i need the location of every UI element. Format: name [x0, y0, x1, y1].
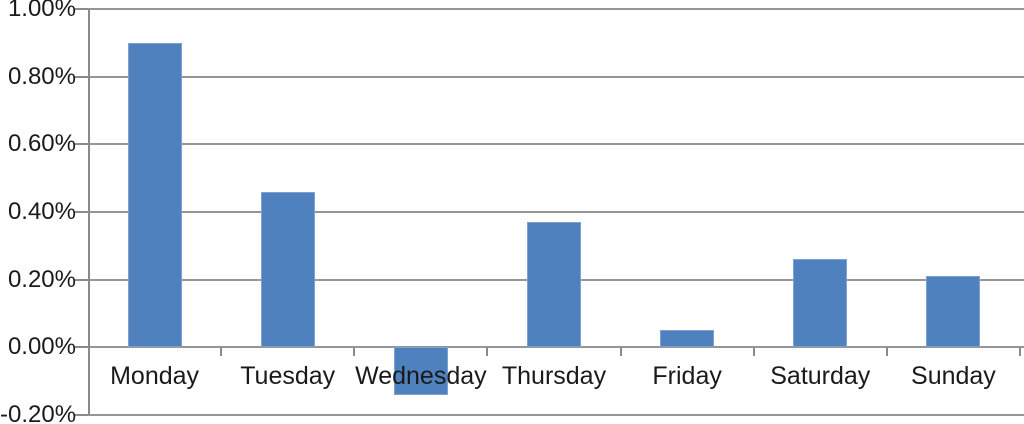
y-axis-line — [88, 9, 90, 415]
y-axis-tick-label: -0.20% — [0, 401, 77, 424]
x-axis-category-label: Tuesday — [240, 362, 336, 391]
gridline — [88, 414, 1024, 416]
x-axis-category-label: Friday — [652, 362, 722, 391]
bar-wednesday — [393, 347, 448, 395]
y-axis-tick-label: 0.60% — [7, 130, 76, 158]
gridline — [88, 143, 1024, 146]
x-axis-tick-mark — [353, 347, 356, 357]
x-axis-category-label: Thursday — [501, 362, 607, 391]
y-axis-tick-mark — [75, 75, 88, 78]
y-axis-tick-mark — [75, 346, 88, 349]
y-axis-tick-label: 0.00% — [7, 333, 76, 361]
x-axis-tick-mark — [752, 347, 755, 357]
gridline — [88, 8, 1024, 10]
bar-tuesday — [260, 191, 315, 348]
bar-thursday — [527, 222, 581, 348]
gridline — [88, 75, 1024, 78]
gridline — [88, 211, 1024, 213]
bar-saturday — [793, 259, 848, 348]
bar-monday — [127, 42, 182, 348]
y-axis-tick-label: 0.80% — [7, 62, 76, 90]
y-axis-tick-label: 0.40% — [7, 198, 76, 225]
y-axis-tick-mark — [75, 211, 88, 213]
y-axis-tick-mark — [75, 143, 88, 146]
bar-sunday — [926, 276, 981, 348]
x-axis-tick-mark — [1019, 347, 1021, 357]
x-axis-tick-mark — [220, 347, 223, 357]
x-axis-tick-mark — [885, 347, 888, 357]
gridline — [88, 346, 1024, 349]
y-axis-tick-label: 1.00% — [7, 0, 76, 22]
x-axis-category-label: Sunday — [911, 362, 996, 391]
y-axis-tick-mark — [75, 278, 88, 281]
y-axis-tick-mark — [75, 8, 88, 10]
x-axis-category-label: Monday — [110, 362, 200, 391]
x-axis-category-label: Saturday — [770, 362, 871, 391]
x-axis-tick-mark — [486, 347, 489, 357]
y-axis-tick-label: 0.20% — [7, 265, 76, 293]
x-axis-tick-mark — [619, 347, 622, 357]
y-axis-tick-mark — [75, 414, 88, 416]
bar-friday — [660, 330, 715, 348]
x-axis-category-label: Wednesday — [355, 362, 487, 391]
